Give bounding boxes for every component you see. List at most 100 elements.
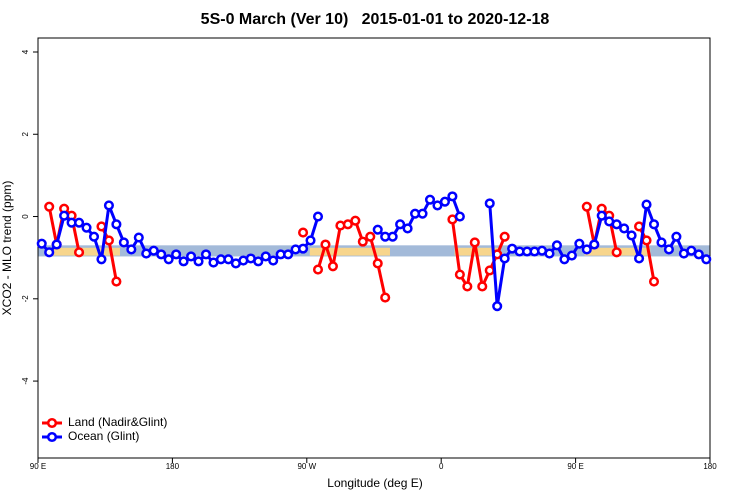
data-point <box>88 231 100 242</box>
data-point <box>447 191 458 202</box>
data-point <box>372 224 383 235</box>
data-point <box>103 235 114 246</box>
x-tick-label: 90 E <box>30 462 46 471</box>
data-point <box>342 219 353 230</box>
data-point <box>44 201 55 212</box>
data-point <box>581 201 592 212</box>
data-point <box>59 210 70 221</box>
data-point <box>133 232 144 243</box>
data-point <box>186 251 197 262</box>
data-point <box>171 249 182 260</box>
data-point <box>327 261 338 272</box>
data-point <box>357 236 368 247</box>
data-point <box>365 231 376 242</box>
data-point <box>641 235 652 246</box>
data-point <box>387 231 398 242</box>
y-tick-label: 4 <box>21 49 30 54</box>
data-point <box>372 258 383 269</box>
y-tick-label: 0 <box>21 214 30 219</box>
data-point <box>663 244 674 255</box>
data-point <box>260 251 271 262</box>
data-point <box>492 301 503 312</box>
data-point <box>395 219 406 230</box>
data-point <box>648 276 660 287</box>
data-point <box>596 210 607 221</box>
data-point <box>551 240 562 251</box>
data-point <box>484 265 495 276</box>
data-point <box>163 254 174 265</box>
data-point <box>96 254 107 265</box>
data-point <box>193 256 204 267</box>
data-point <box>656 237 667 248</box>
data-point <box>283 249 294 260</box>
data-point <box>559 254 570 265</box>
data-point <box>693 249 704 260</box>
data-point <box>648 219 660 230</box>
data-point <box>499 231 510 242</box>
legend-label: Land (Nadir&Glint) <box>68 415 167 429</box>
data-point <box>253 256 264 267</box>
data-point <box>701 254 712 265</box>
x-tick-label: 90 W <box>297 462 316 471</box>
data-point <box>111 219 122 230</box>
data-point <box>350 215 361 226</box>
data-point <box>103 200 114 211</box>
plot-frame <box>37 37 711 459</box>
data-point <box>566 250 577 261</box>
x-axis-label: Longitude (deg E) <box>327 476 422 490</box>
data-point <box>402 223 413 234</box>
data-point <box>484 198 495 209</box>
data-point <box>74 247 85 258</box>
data-point <box>626 230 637 241</box>
data-point <box>268 255 279 266</box>
data-point <box>686 245 697 256</box>
data-point <box>312 264 324 275</box>
data-point <box>454 269 465 280</box>
data-point <box>312 211 324 222</box>
data-point <box>298 243 309 254</box>
data-point <box>462 281 473 292</box>
data-point <box>44 247 55 258</box>
data-point <box>36 238 47 249</box>
data-point <box>51 239 62 250</box>
data-point <box>96 221 107 232</box>
y-tick-label: 2 <box>21 131 30 136</box>
x-tick-label: 180 <box>703 462 717 471</box>
data-point <box>380 292 391 303</box>
data-point <box>118 237 129 248</box>
data-point <box>469 237 480 248</box>
data-point <box>499 253 510 264</box>
data-point <box>74 217 85 228</box>
legend-label: Ocean (Glint) <box>68 429 139 443</box>
x-tick-label: 90 E <box>567 462 583 471</box>
data-point <box>439 196 450 207</box>
data-point <box>111 276 122 287</box>
data-point <box>148 245 159 256</box>
x-tick-label: 0 <box>439 462 444 471</box>
x-tick-label: 180 <box>166 462 180 471</box>
y-axis-label: XCO2 - MLO trend (ppm) <box>0 181 14 316</box>
band <box>309 247 390 256</box>
data-point <box>611 247 622 258</box>
y-tick-label: -4 <box>21 377 30 385</box>
chart-title: 5S-0 March (Ver 10) 2015-01-01 to 2020-1… <box>201 11 550 28</box>
data-point <box>634 253 645 264</box>
data-point <box>619 223 630 234</box>
data-point <box>178 256 189 267</box>
data-point <box>417 208 428 219</box>
data-point <box>581 244 592 255</box>
legend-marker <box>46 431 58 443</box>
data-point <box>477 281 488 292</box>
data-point <box>454 211 465 222</box>
data-point <box>200 249 212 260</box>
data-point <box>81 222 92 233</box>
data-point <box>641 199 652 210</box>
data-point <box>298 227 309 238</box>
data-point <box>432 200 443 211</box>
data-point <box>223 254 234 265</box>
data-point <box>424 194 436 205</box>
data-point <box>574 238 585 249</box>
data-point <box>156 249 167 260</box>
legend-marker <box>46 417 58 429</box>
